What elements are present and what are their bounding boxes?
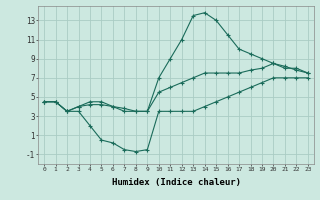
- X-axis label: Humidex (Indice chaleur): Humidex (Indice chaleur): [111, 178, 241, 187]
